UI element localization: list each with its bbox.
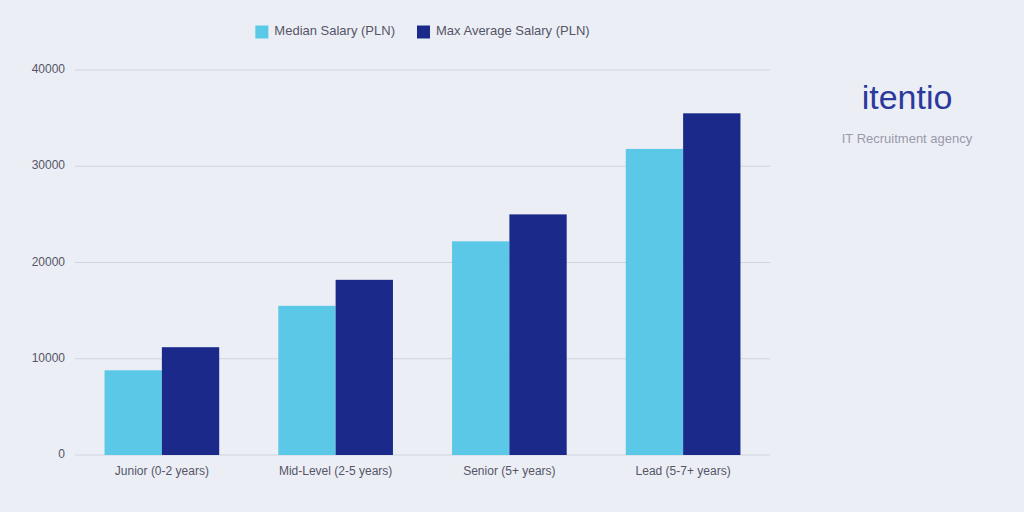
bar [452, 241, 509, 455]
subtitle: IT Recruitment agency [842, 131, 973, 146]
bar [626, 149, 683, 455]
bar [162, 347, 219, 455]
y-tick-label: 0 [58, 447, 65, 461]
legend-item: Median Salary (PLN) [255, 23, 395, 38]
grid-line [75, 70, 770, 71]
bar [105, 370, 162, 455]
x-axis: Junior (0-2 years) Mid-Level (2-5 years) S… [115, 464, 731, 478]
legend-swatch [255, 26, 268, 39]
bar [278, 306, 335, 455]
legend-item: Max Average Salary (PLN) [417, 23, 590, 38]
bars [105, 113, 741, 455]
y-tick-label: 10000 [32, 351, 66, 365]
y-axis: 0 10000 20000 30000 40000 [32, 62, 770, 461]
y-tick-label: 20000 [32, 255, 66, 269]
bar [336, 280, 393, 455]
background [0, 0, 1024, 512]
x-tick-label: Junior (0-2 years) [115, 464, 209, 478]
x-tick-label: Mid-Level (2-5 years) [279, 464, 392, 478]
bar [683, 113, 740, 455]
title: itentio [862, 78, 953, 116]
chart-svg: 0 10000 20000 30000 40000 Junior (0-2 years) M… [0, 0, 1024, 512]
legend-label: Max Average Salary (PLN) [436, 23, 590, 38]
chart-container: 0 10000 20000 30000 40000 Junior (0-2 years) M… [0, 0, 1024, 512]
y-tick-label: 30000 [32, 158, 66, 172]
legend-swatch [417, 26, 430, 39]
x-tick-label: Lead (5-7+ years) [636, 464, 731, 478]
y-tick-label: 40000 [32, 62, 66, 76]
legend: Median Salary (PLN) Max Average Salary (P… [255, 23, 589, 38]
bar [509, 214, 566, 455]
legend-label: Median Salary (PLN) [274, 23, 395, 38]
x-tick-label: Senior (5+ years) [463, 464, 555, 478]
